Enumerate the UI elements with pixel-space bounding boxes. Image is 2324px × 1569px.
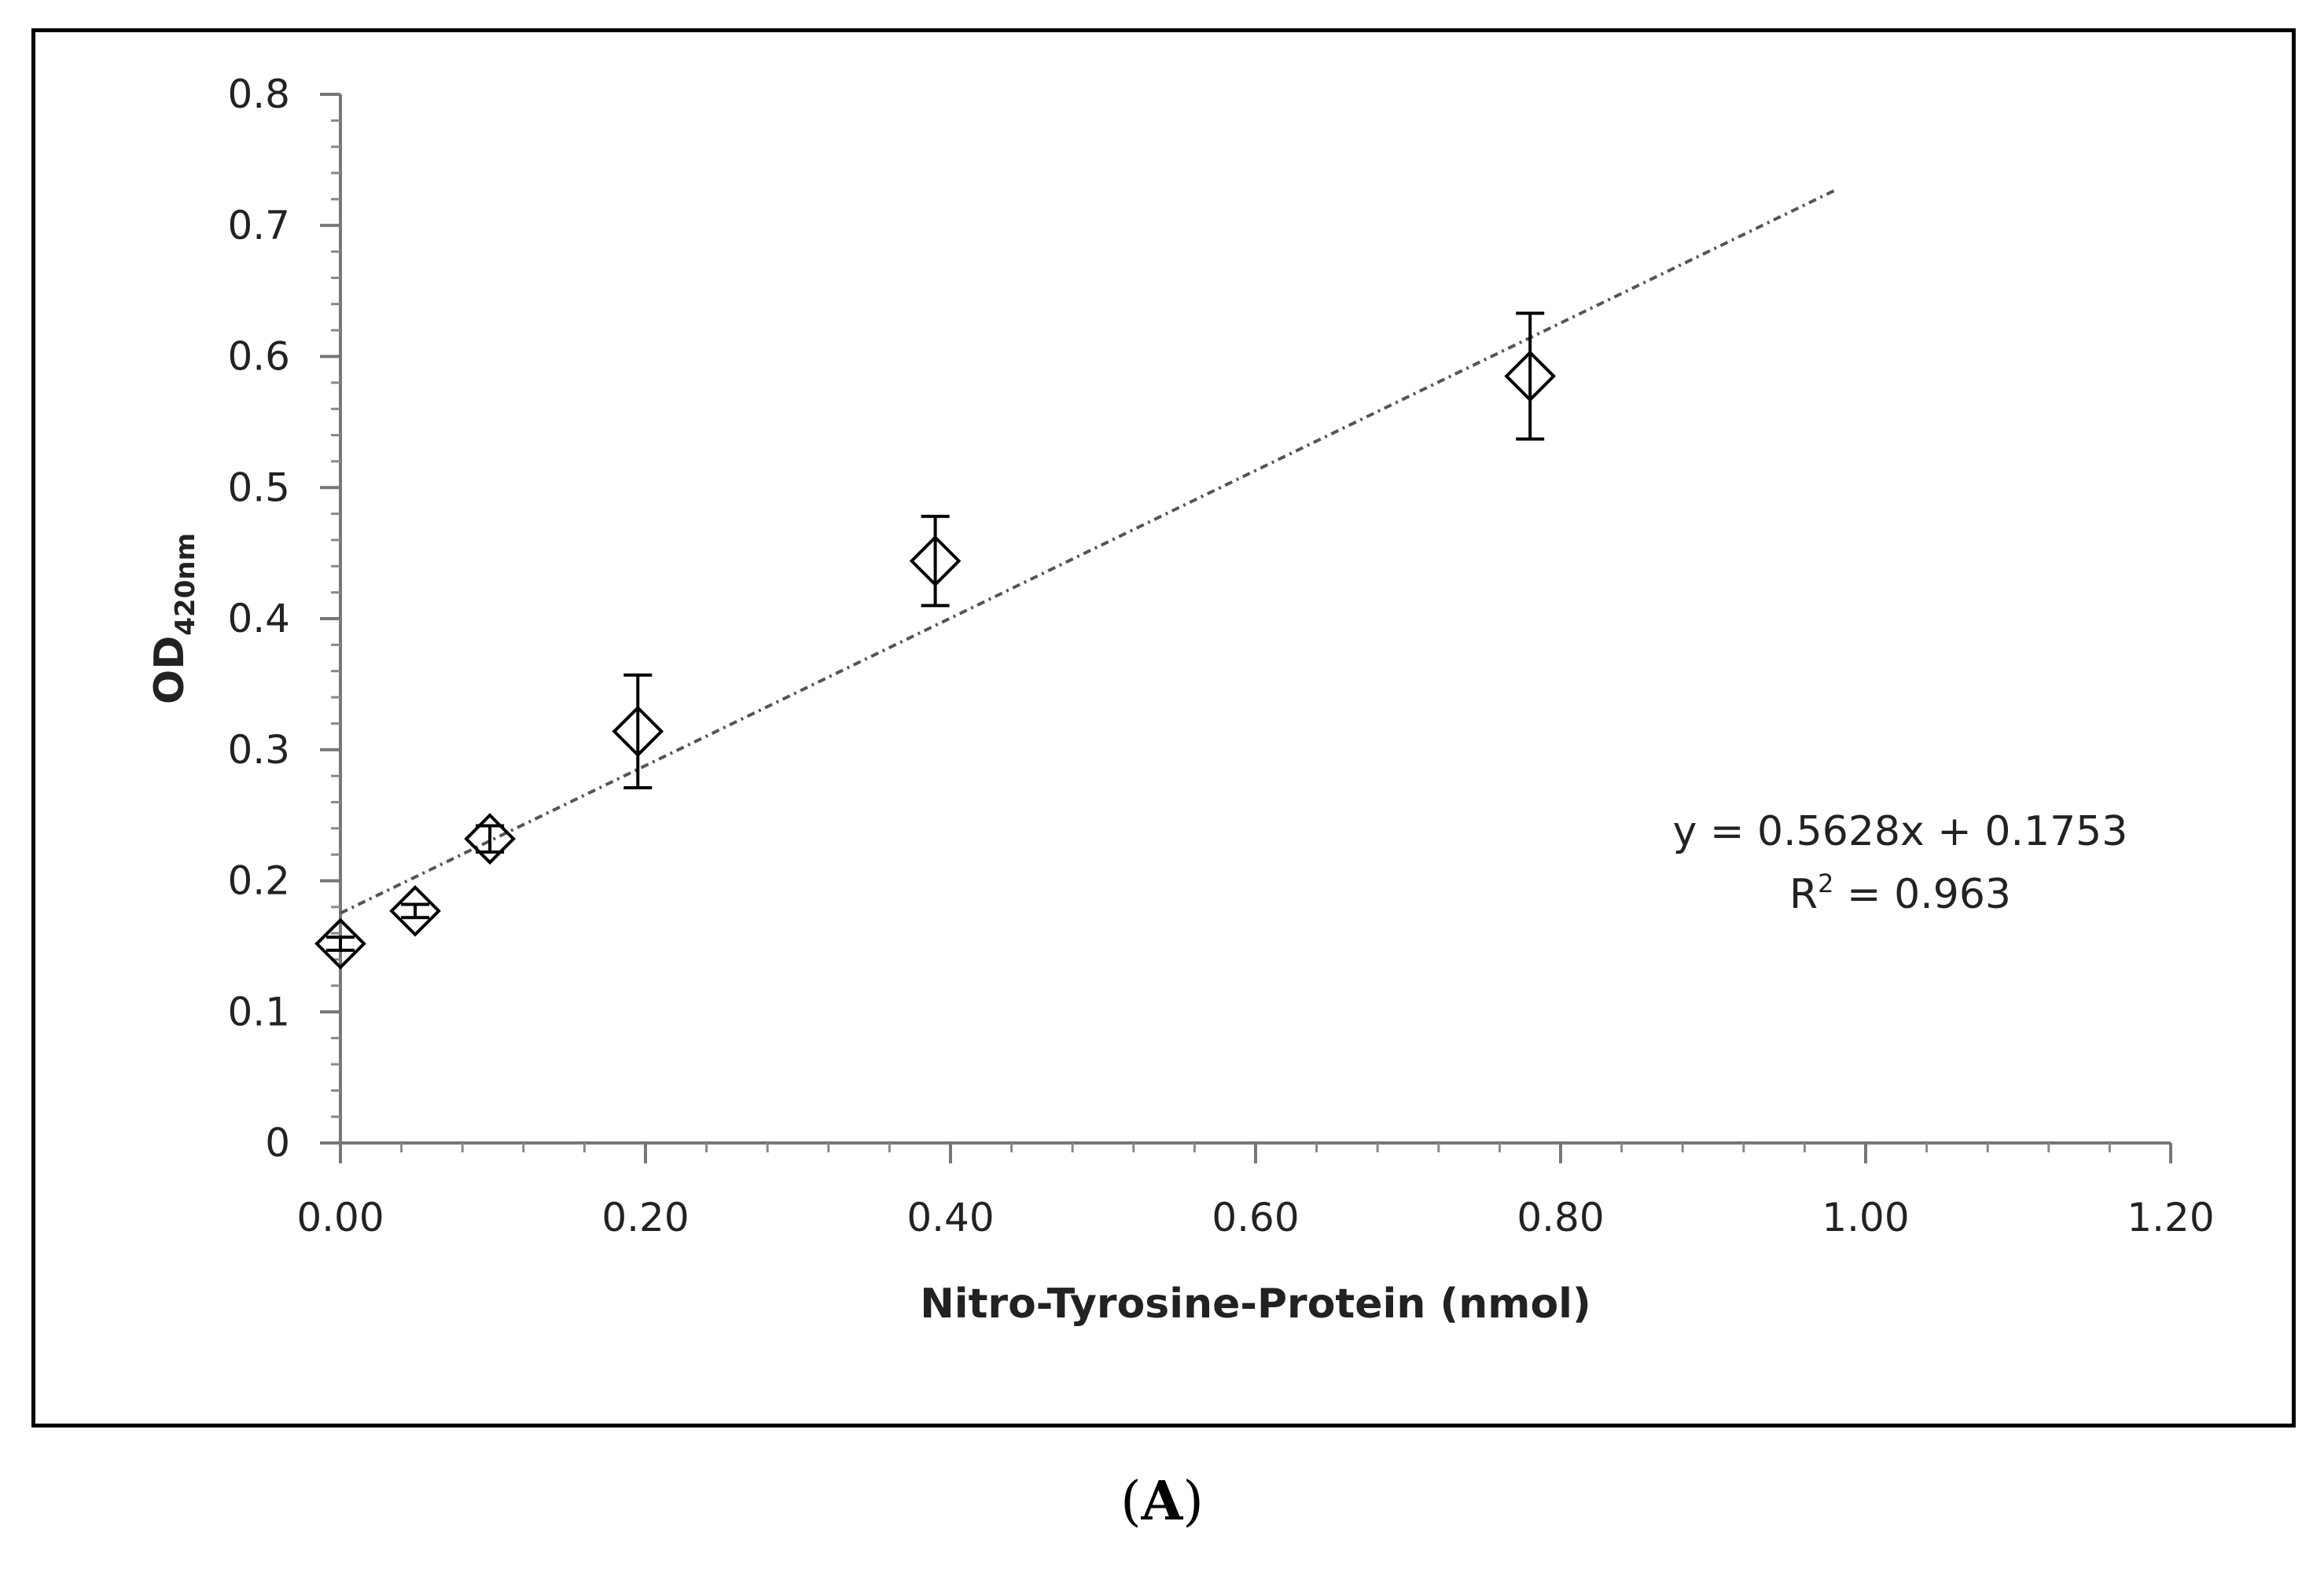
r-squared-exponent: 2: [1818, 869, 1833, 898]
data-point-diamond: [612, 705, 664, 758]
x-tick-label: 1.20: [2127, 1195, 2214, 1240]
x-tick-label: 0.60: [1212, 1195, 1299, 1240]
y-axis-title-subscript: 420nm: [170, 533, 201, 636]
r-squared-value: = 0.963: [1834, 871, 2012, 918]
data-point-diamond: [909, 535, 962, 587]
y-axis-title: OD420nm: [146, 533, 201, 704]
data-point-diamond: [464, 813, 516, 865]
x-axis-title: Nitro-Tyrosine-Protein (nmol): [920, 1281, 1591, 1328]
scatter-chart: 0 0.1 0.2 0.3 0.4 0.5 0.6 0.7 0.8 0.00 0.20 0.40 0.6…: [146, 72, 2215, 1328]
y-tick-label: 0: [265, 1120, 290, 1166]
y-tick-label: 0.3: [227, 727, 290, 773]
y-tick-label: 0.2: [227, 858, 290, 904]
y-tick-label: 0.7: [227, 203, 290, 248]
data-point-diamond: [314, 917, 366, 970]
data-point-diamond: [1504, 350, 1557, 402]
trendline-equation: y = 0.5628x + 0.1753: [1673, 808, 2128, 855]
r-squared-label: R2 = 0.963: [1789, 869, 2011, 918]
panel-label-open: (: [1120, 1471, 1142, 1533]
panel-label: (A): [0, 1470, 2324, 1533]
x-tick-label: 0.20: [601, 1195, 689, 1240]
x-tick-label: 0.40: [906, 1195, 994, 1240]
y-tick-label: 0.6: [227, 334, 290, 380]
y-tick-label: 0.5: [227, 465, 290, 510]
chart-frame: 0 0.1 0.2 0.3 0.4 0.5 0.6 0.7 0.8 0.00 0.20 0.40 0.6…: [31, 28, 2296, 1428]
panel-label-close: ): [1182, 1471, 1204, 1533]
trendline: [340, 189, 1837, 915]
y-tick-label: 0.1: [227, 989, 290, 1034]
y-tick-label: 0.8: [227, 72, 290, 117]
panel-label-letter: A: [1141, 1470, 1183, 1533]
y-tick-label: 0.4: [227, 596, 290, 641]
y-axis-title-main: OD: [146, 636, 193, 704]
data-point-diamond: [389, 885, 441, 937]
x-tick-label: 0.80: [1517, 1195, 1604, 1240]
x-tick-label: 0.00: [296, 1195, 384, 1240]
x-tick-label: 1.00: [1822, 1195, 1909, 1240]
r-squared-r: R: [1789, 871, 1818, 918]
